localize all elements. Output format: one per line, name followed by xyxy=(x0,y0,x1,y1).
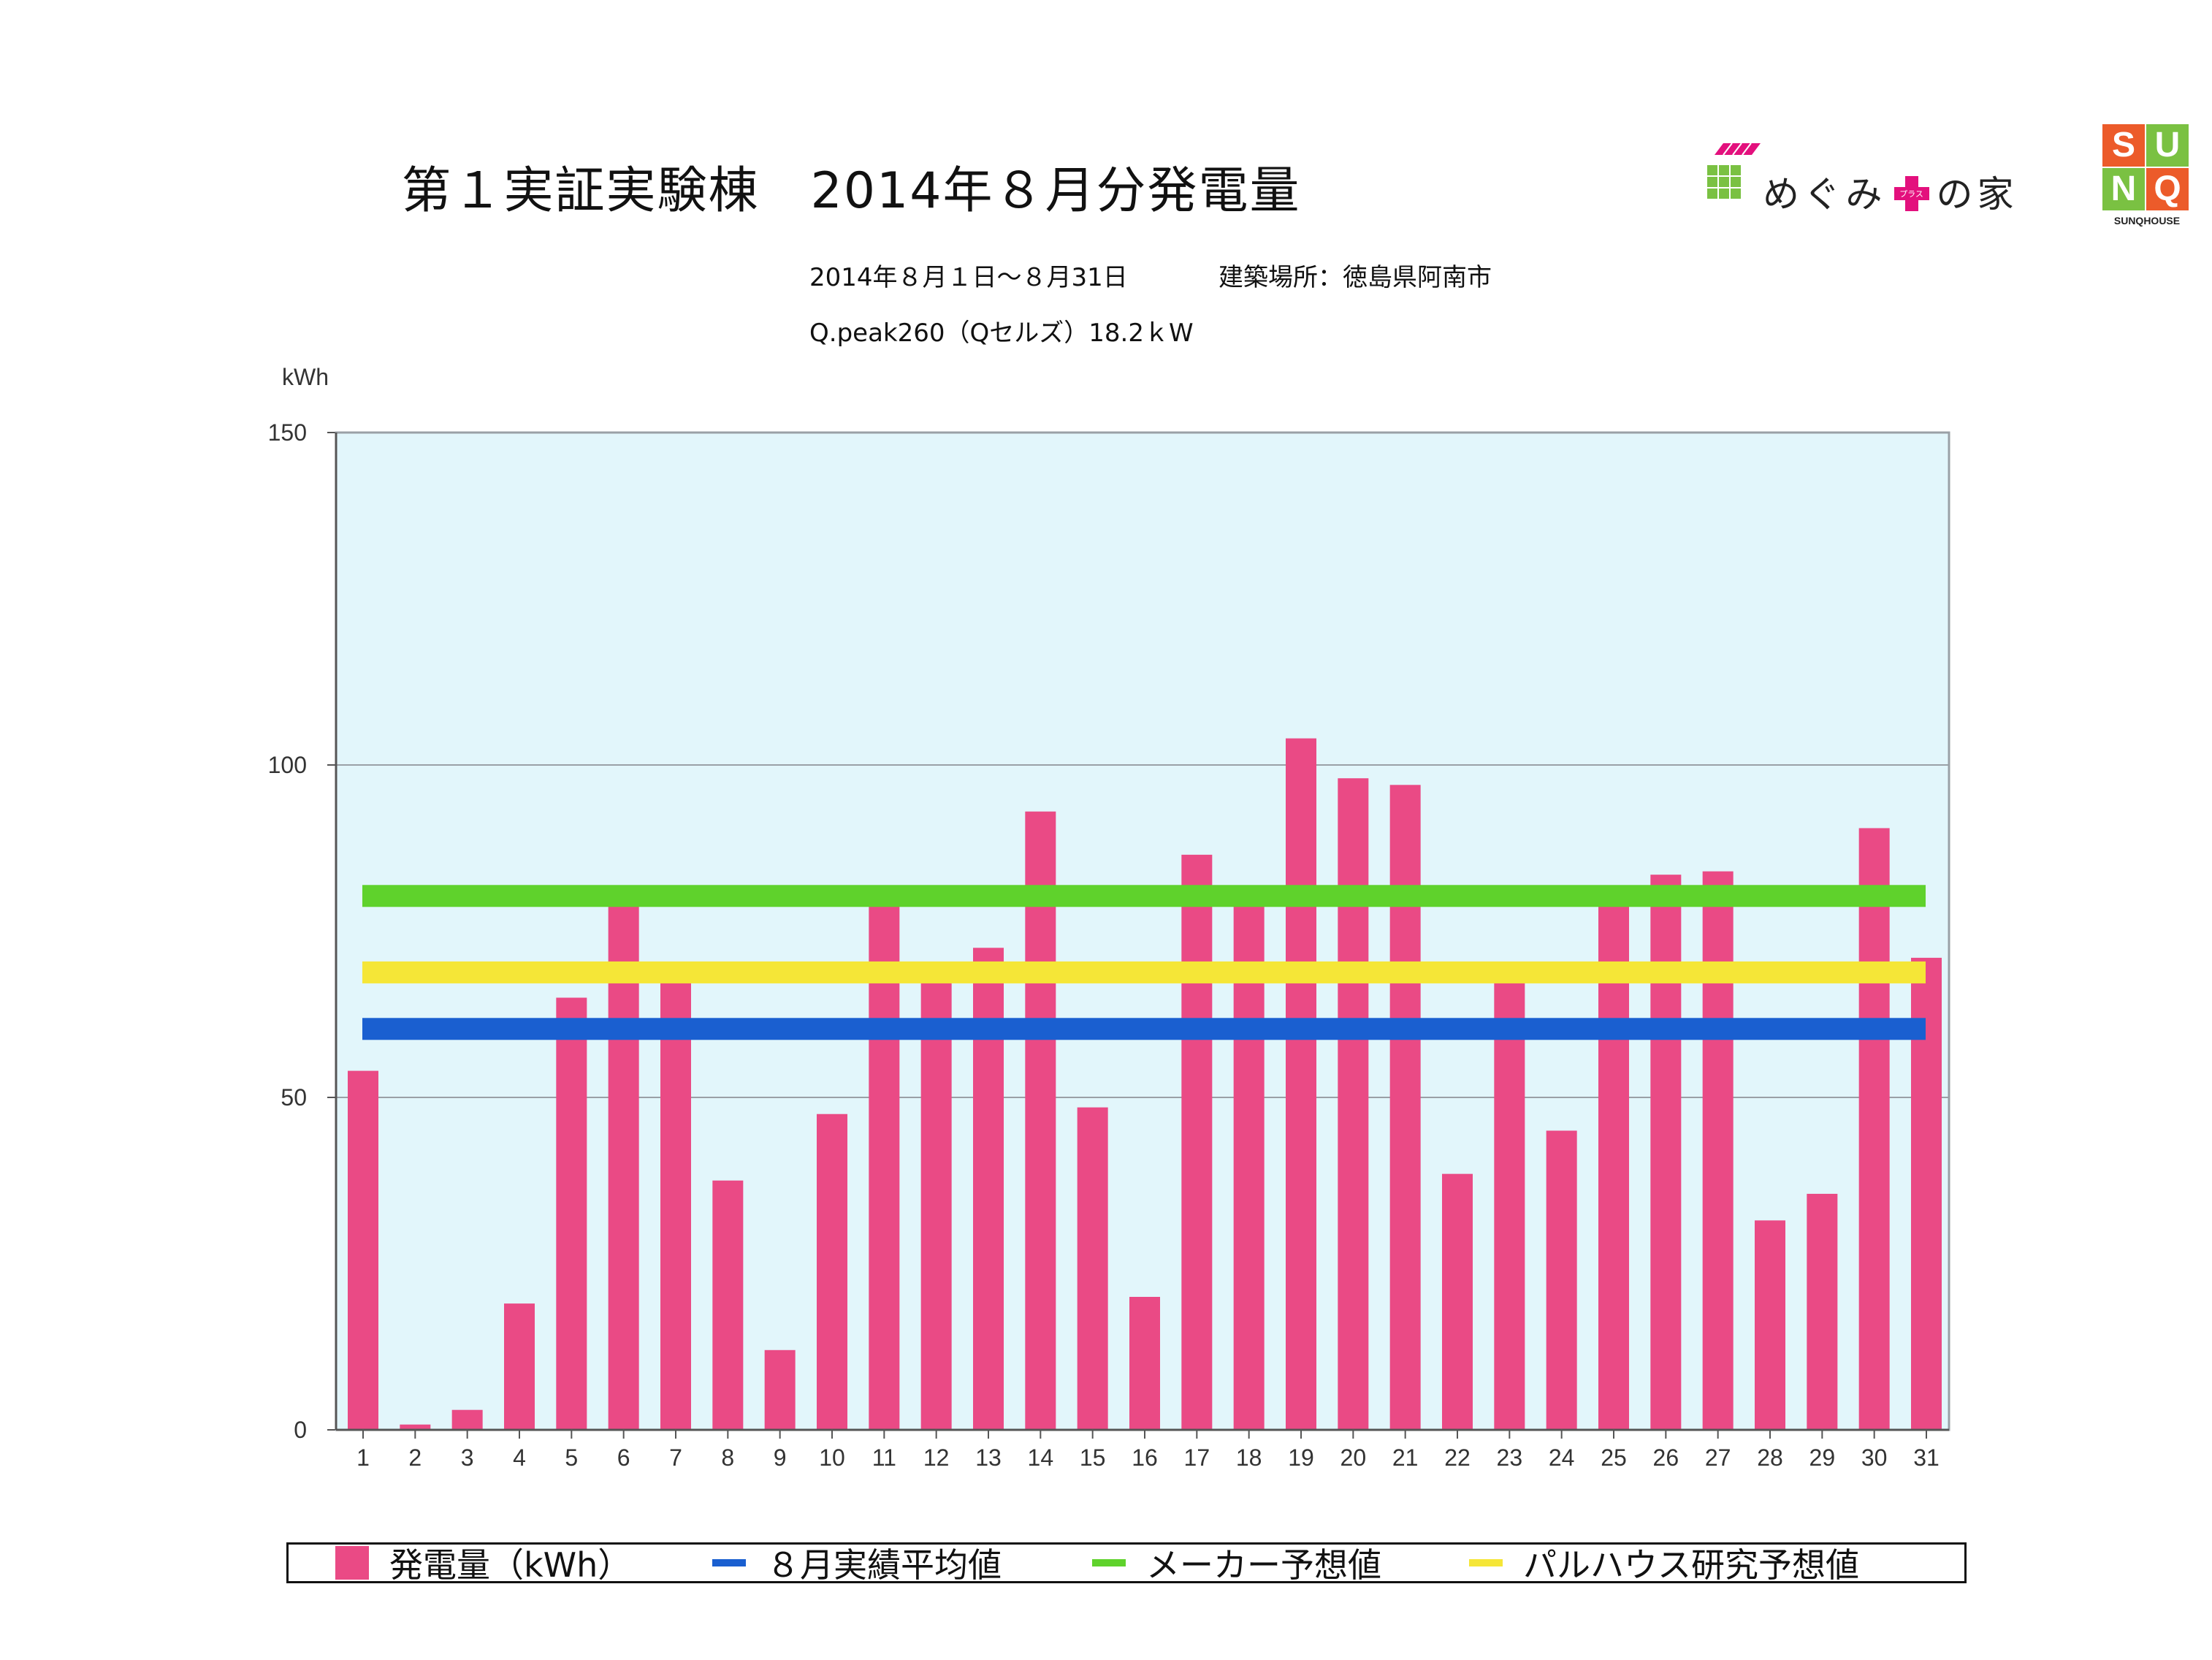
bar-day-20 xyxy=(1338,778,1369,1430)
period-text: 2014年８月１日〜８月31日 xyxy=(809,263,1128,292)
sunq-letter-q: Q xyxy=(2146,168,2189,210)
y-tick-label: 0 xyxy=(294,1417,307,1443)
bar-day-22 xyxy=(1442,1173,1473,1430)
x-tick-label: 7 xyxy=(669,1444,682,1471)
x-tick-label: 11 xyxy=(872,1444,896,1471)
bar-day-5 xyxy=(556,997,587,1430)
bar-day-10 xyxy=(817,1113,847,1430)
location-text: 建築場所：徳島県阿南市 xyxy=(1218,263,1492,292)
sunq-letter-n: N xyxy=(2102,168,2145,210)
x-tick-label: 8 xyxy=(721,1444,734,1471)
legend-item-average: ８月実績平均値 xyxy=(712,1545,1002,1585)
bar-day-15 xyxy=(1077,1107,1108,1430)
x-tick-label: 21 xyxy=(1392,1444,1419,1471)
plus-label: プラス xyxy=(1899,189,1923,199)
x-tick-label: 24 xyxy=(1549,1444,1575,1471)
bar-day-6 xyxy=(608,898,639,1430)
bar-day-17 xyxy=(1181,854,1213,1430)
legend-item-maker: メーカー予想値 xyxy=(1092,1545,1381,1585)
x-tick-label: 25 xyxy=(1601,1444,1627,1471)
x-tick-label: 17 xyxy=(1184,1444,1210,1471)
chart-legend: 発電量（kWh） ８月実績平均値 メーカー予想値 パルハウス研究予想値 xyxy=(286,1542,1967,1585)
legend-label-average: ８月実績平均値 xyxy=(766,1545,1002,1585)
bar-day-4 xyxy=(504,1303,535,1430)
x-tick-label: 19 xyxy=(1288,1444,1314,1471)
bar-day-1 xyxy=(348,1070,378,1430)
y-tick-label: 150 xyxy=(268,419,307,446)
x-tick-label: 27 xyxy=(1705,1444,1731,1471)
bar-day-29 xyxy=(1807,1193,1838,1430)
bar-day-19 xyxy=(1286,738,1316,1430)
bar-day-2 xyxy=(400,1424,431,1430)
x-tick-label: 23 xyxy=(1497,1444,1523,1471)
maker-forecast-line xyxy=(362,885,1926,907)
x-tick-label: 2 xyxy=(408,1444,422,1471)
megumi-plus-logo: めぐみ プラス の家 xyxy=(1706,139,2049,219)
x-tick-label: 13 xyxy=(975,1444,1002,1471)
sunq-house-logo: S U N Q SUNQHOUSE xyxy=(2102,124,2190,234)
bar-day-18 xyxy=(1233,898,1265,1430)
x-tick-label: 10 xyxy=(819,1444,845,1471)
average-line xyxy=(362,1018,1926,1040)
bar-day-28 xyxy=(1755,1220,1785,1430)
x-tick-label: 20 xyxy=(1340,1444,1367,1471)
sunq-letter-u: U xyxy=(2146,124,2189,167)
palhouse-forecast-line xyxy=(362,961,1926,983)
bar-day-11 xyxy=(869,898,900,1430)
bar-day-7 xyxy=(660,978,691,1430)
bar-day-8 xyxy=(712,1180,744,1430)
bar-day-25 xyxy=(1598,898,1629,1430)
y-axis-label: kWh xyxy=(282,364,329,390)
sunq-letter-s: S xyxy=(2102,124,2145,167)
bar-day-21 xyxy=(1389,785,1421,1430)
legend-swatch-maker xyxy=(1092,1559,1126,1566)
x-tick-label: 30 xyxy=(1861,1444,1888,1471)
x-tick-label: 26 xyxy=(1653,1444,1679,1471)
x-tick-label: 28 xyxy=(1757,1444,1783,1471)
bar-day-26 xyxy=(1650,875,1682,1430)
plus-icon: プラス xyxy=(1893,176,1929,211)
system-text: Q.peak260（Qセルズ）18.2ｋW xyxy=(809,319,1194,348)
x-tick-label: 29 xyxy=(1809,1444,1836,1471)
megumi-text: めぐみ xyxy=(1763,173,1887,216)
x-tick-label: 4 xyxy=(513,1444,526,1471)
x-tick-label: 14 xyxy=(1028,1444,1054,1471)
x-tick-label: 5 xyxy=(565,1444,578,1471)
megumi-suffix-text: の家 xyxy=(1936,173,2018,216)
bar-day-23 xyxy=(1494,978,1525,1430)
y-tick-label: 50 xyxy=(281,1084,307,1111)
bar-day-3 xyxy=(451,1409,483,1430)
x-tick-label: 22 xyxy=(1444,1444,1471,1471)
x-tick-label: 18 xyxy=(1236,1444,1262,1471)
sunq-caption: SUNQHOUSE xyxy=(2113,215,2181,226)
legend-item-generation: 発電量（kWh） xyxy=(335,1545,631,1585)
y-tick-label: 100 xyxy=(268,752,307,778)
x-tick-label: 6 xyxy=(617,1444,630,1471)
legend-item-palhouse: パルハウス研究予想値 xyxy=(1469,1545,1859,1585)
x-tick-label: 9 xyxy=(774,1444,787,1471)
bar-day-9 xyxy=(764,1349,796,1430)
legend-label-generation: 発電量（kWh） xyxy=(389,1545,632,1585)
legend-swatch-palhouse xyxy=(1469,1559,1503,1566)
x-tick-label: 31 xyxy=(1913,1444,1940,1471)
bar-day-14 xyxy=(1025,811,1056,1430)
bar-day-27 xyxy=(1702,871,1734,1430)
chart-title: 第１実証実験棟 2014年８月分発電量 xyxy=(401,162,1301,220)
x-tick-label: 12 xyxy=(923,1444,950,1471)
bar-day-30 xyxy=(1858,828,1890,1430)
legend-label-palhouse: パルハウス研究予想値 xyxy=(1523,1545,1859,1585)
x-tick-label: 1 xyxy=(356,1444,370,1471)
bar-day-24 xyxy=(1546,1130,1577,1430)
bar-day-12 xyxy=(920,978,952,1430)
x-tick-label: 15 xyxy=(1080,1444,1106,1471)
legend-swatch-average xyxy=(712,1559,746,1566)
legend-label-maker: メーカー予想値 xyxy=(1146,1545,1381,1585)
x-tick-label: 3 xyxy=(461,1444,474,1471)
x-tick-label: 16 xyxy=(1132,1444,1158,1471)
solar-grid-icon xyxy=(1707,142,1761,199)
bar-day-16 xyxy=(1129,1297,1160,1430)
legend-swatch-generation xyxy=(335,1546,369,1580)
